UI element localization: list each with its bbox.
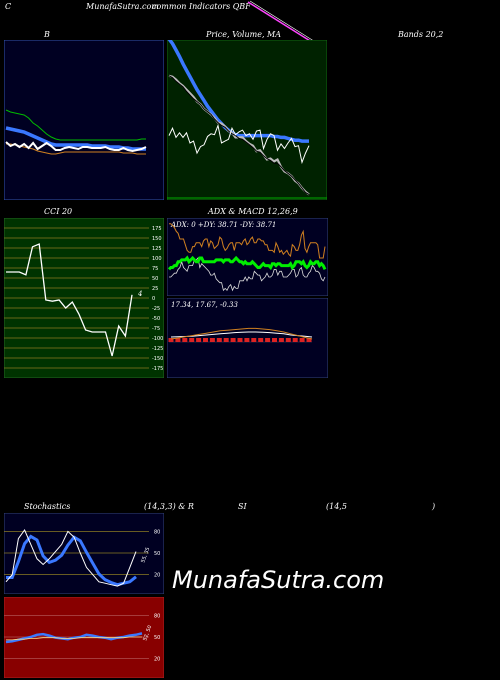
bollinger-chart: [4, 40, 164, 200]
rsi-signal-line: [6, 636, 142, 641]
cci-tick-label: 100: [152, 256, 162, 262]
rsi-tick-label: 80: [154, 613, 160, 619]
price-title: Price, Volume, MA: [206, 30, 282, 39]
cci-tick-label: -175: [152, 366, 163, 372]
stoch-title-c: SI: [238, 502, 247, 511]
cci-tick-label: -100: [152, 336, 163, 342]
macd-readout: 17.34, 17.67, -0.33: [171, 301, 238, 309]
watermark: MunafaSutra.com: [172, 566, 385, 594]
cci-tick-label: 75: [152, 266, 158, 272]
header-corner: C: [5, 2, 12, 11]
cci-tick-label: 0: [152, 296, 155, 302]
cci-tick-label: 125: [152, 246, 162, 252]
adx-panel: ADX: 0 +DY: 38.71 -DY: 38.71: [167, 218, 328, 296]
macd-chart: 17.34, 17.67, -0.33: [167, 298, 328, 378]
bollinger-upper-line: [5, 109, 146, 141]
stoch-side-label: 55, 35: [140, 547, 151, 564]
cci-title: CCI 20: [44, 207, 73, 216]
bollinger-panel: [4, 40, 164, 200]
rsi-tick-label: 50: [154, 635, 160, 641]
cci-tick-label: 150: [152, 236, 162, 242]
macd-histogram-bar: [299, 338, 305, 342]
price-overflow-line: [247, 0, 318, 45]
macd-histogram-bar: [285, 338, 291, 342]
macd-histogram-bar: [209, 338, 215, 342]
macd-histogram-bar: [251, 338, 257, 342]
cci-tick-label: -125: [152, 346, 163, 352]
cci-tick-label: 50: [152, 276, 158, 282]
rsi-tick-label: 20: [154, 657, 160, 663]
price-ma-line: [167, 40, 309, 143]
adx-macd-title: ADX & MACD 12,26,9: [208, 207, 298, 216]
macd-histogram-bar: [168, 338, 174, 342]
cci-tick-label: 175: [152, 226, 162, 232]
stoch-title-e: ): [432, 502, 436, 511]
macd-histogram-bar: [203, 338, 208, 342]
rsi-chart: 80 50 20 52, 50: [4, 597, 164, 678]
cci-tick-label: -150: [152, 356, 163, 362]
cci-tick-label: 25: [152, 286, 158, 292]
rsi-panel: 80 50 20 52, 50: [4, 597, 164, 678]
price-panel: [167, 40, 327, 200]
macd-histogram-bar: [237, 338, 243, 342]
bollinger-title: B: [44, 30, 50, 39]
macd-histogram-bar: [230, 338, 236, 342]
macd-panel: 17.34, 17.67, -0.33: [167, 298, 328, 378]
cci-tick-label: -50: [152, 316, 160, 322]
stoch-tick-label: 80: [154, 529, 160, 535]
macd-histogram-bar: [306, 338, 312, 342]
macd-histogram-bar: [244, 338, 250, 342]
price-chart: [167, 40, 327, 200]
stoch-title-b: (14,3,3) & R: [144, 502, 194, 511]
cci-chart: 175 150 125 100 75 50 25 0 -25 -50 -75 -100 -125 -150…: [4, 218, 164, 378]
macd-histogram-bar: [272, 338, 277, 342]
stoch-tick-label: 50: [154, 551, 160, 557]
cci-line: [6, 243, 133, 357]
cci-tick-label: -25: [152, 306, 160, 312]
macd-histogram-bar: [223, 338, 229, 342]
macd-histogram-bar: [265, 338, 271, 342]
price-close-line: [168, 123, 310, 165]
macd-histogram-bar: [182, 338, 188, 342]
adx-green-line: [167, 255, 327, 271]
rsi-side-label: 52, 50: [142, 625, 153, 642]
stoch-d-line: [6, 534, 137, 587]
stoch-chart: 80 50 20 55, 35: [4, 513, 164, 594]
cci-panel: 175 150 125 100 75 50 25 0 -25 -50 -75 -100 -125 -150…: [4, 218, 164, 378]
bollinger-price-line: [5, 141, 147, 153]
macd-histogram-bar: [278, 338, 284, 342]
indicator-caption: common Indicators QBF: [152, 2, 251, 11]
stoch-title-d: (14,5: [326, 502, 347, 511]
adx-orange-line: [169, 223, 326, 259]
macd-histogram-bar: [216, 338, 222, 342]
macd-histogram-bar: [258, 338, 264, 342]
macd-histogram-bar: [196, 338, 202, 342]
adx-readout: ADX: 0 +DY: 38.71 -DY: 38.71: [170, 221, 276, 229]
macd-line: [170, 327, 313, 340]
bands-title: Bands 20,2: [398, 30, 444, 39]
cci-last-value: 4: [137, 290, 142, 298]
cci-tick-label: -75: [152, 326, 160, 332]
stoch-k-line: [5, 528, 137, 587]
adx-chart: ADX: 0 +DY: 38.71 -DY: 38.71: [167, 218, 328, 296]
macd-histogram-bar: [292, 338, 298, 342]
site-caption: MunafaSutra.com: [86, 2, 159, 11]
macd-histogram-bar: [189, 338, 195, 342]
stoch-tick-label: 20: [154, 573, 160, 579]
stoch-title-a: Stochastics: [24, 502, 71, 511]
macd-signal-line: [170, 331, 313, 338]
macd-histogram-bar: [175, 338, 181, 342]
stoch-panel: 80 50 20 55, 35: [4, 513, 164, 594]
price-ma-long-inner: [168, 75, 310, 195]
